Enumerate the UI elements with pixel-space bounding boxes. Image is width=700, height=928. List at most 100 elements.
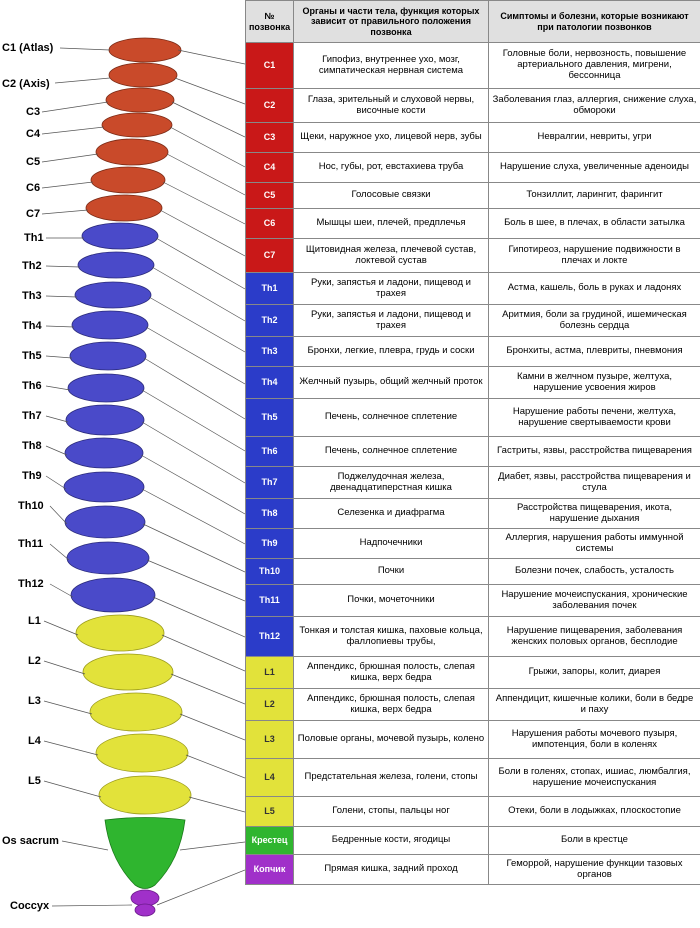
spine-label: Coccyx (10, 900, 49, 912)
table-row: C7Щитовидная железа, плечевой сустав, ло… (246, 239, 700, 273)
vertebra-id: C2 (246, 89, 294, 123)
table-row: Th10ПочкиБолезни почек, слабость, устало… (246, 559, 700, 585)
organ-cell: Предстательная железа, голени, стопы (294, 759, 489, 797)
organ-cell: Поджелудочная железа, двенадцатиперстная… (294, 467, 489, 499)
spine-label: Th5 (22, 350, 42, 362)
table-row: Th6Печень, солнечное сплетениеГастриты, … (246, 437, 700, 467)
symptom-cell: Гипотиреоз, нарушение подвижности в плеч… (489, 239, 700, 273)
symptom-cell: Нарушение работы печени, желтуха, наруше… (489, 399, 700, 437)
spine-label: C2 (Axis) (2, 78, 50, 90)
symptom-cell: Боли в крестце (489, 827, 700, 855)
organ-cell: Щитовидная железа, плечевой сустав, локт… (294, 239, 489, 273)
symptom-cell: Тонзиллит, ларингит, фарингит (489, 183, 700, 209)
table-row: L3Половые органы, мочевой пузырь, колено… (246, 721, 700, 759)
symptom-cell: Болезни почек, слабость, усталость (489, 559, 700, 585)
table-row: C2Глаза, зрительный и слуховой нервы, ви… (246, 89, 700, 123)
vertebra-id: L2 (246, 689, 294, 721)
symptom-cell: Головные боли, нервозность, повышение ар… (489, 43, 700, 89)
organ-cell: Аппендикс, брюшная полость, слепая кишка… (294, 689, 489, 721)
table-row: Th5Печень, солнечное сплетениеНарушение … (246, 399, 700, 437)
vertebra-id: C3 (246, 123, 294, 153)
symptom-cell: Расстройства пищеварения, икота, нарушен… (489, 499, 700, 529)
vertebrae-table: № позвонка Органы и части тела, функция … (245, 0, 700, 885)
vertebra-id: L1 (246, 657, 294, 689)
symptom-cell: Отеки, боли в лодыжках, плоскостопие (489, 797, 700, 827)
table-row: Th7Поджелудочная железа, двенадцатиперст… (246, 467, 700, 499)
symptom-cell: Боль в шее, в плечах, в области затылка (489, 209, 700, 239)
spine-label: Os sacrum (2, 835, 59, 847)
spine-label: Th10 (18, 500, 44, 512)
spine-label: Th12 (18, 578, 44, 590)
symptom-cell: Боли в голенях, стопах, ишиас, люмбалгия… (489, 759, 700, 797)
symptom-cell: Геморрой, нарушение функции тазовых орга… (489, 855, 700, 885)
vertebra-id: Th7 (246, 467, 294, 499)
table-row: L1Аппендикс, брюшная полость, слепая киш… (246, 657, 700, 689)
table-row: Th1Руки, запястья и ладони, пищевод и тр… (246, 273, 700, 305)
table-row: C5Голосовые связкиТонзиллит, ларингит, ф… (246, 183, 700, 209)
table-header-row: № позвонка Органы и части тела, функция … (246, 1, 700, 43)
vertebra-id: Th2 (246, 305, 294, 337)
vertebra-id: Th9 (246, 529, 294, 559)
spine-label: L5 (28, 775, 41, 787)
spine-label: Th2 (22, 260, 42, 272)
organ-cell: Гипофиз, внутреннее ухо, мозг, симпатиче… (294, 43, 489, 89)
symptom-cell: Аллергия, нарушения работы иммунной сист… (489, 529, 700, 559)
symptom-cell: Нарушение слуха, увеличенные аденоиды (489, 153, 700, 183)
organ-cell: Бедренные кости, ягодицы (294, 827, 489, 855)
spine-label: Th7 (22, 410, 42, 422)
vertebra-id: Th1 (246, 273, 294, 305)
spine-label: Th9 (22, 470, 42, 482)
organ-cell: Желчный пузырь, общий желчный проток (294, 367, 489, 399)
organ-cell: Надпочечники (294, 529, 489, 559)
table-row: L2Аппендикс, брюшная полость, слепая киш… (246, 689, 700, 721)
spine-label: C6 (26, 182, 40, 194)
table-row: Th9НадпочечникиАллергия, нарушения работ… (246, 529, 700, 559)
symptom-cell: Астма, кашель, боль в руках и ладонях (489, 273, 700, 305)
table-row: C3Щеки, наружное ухо, лицевой нерв, зубы… (246, 123, 700, 153)
header-symptom: Симптомы и болезни, которые возникают пр… (489, 1, 700, 43)
organ-cell: Селезенка и диафрагма (294, 499, 489, 529)
organ-cell: Щеки, наружное ухо, лицевой нерв, зубы (294, 123, 489, 153)
spine-label: L1 (28, 615, 41, 627)
vertebra-id: L3 (246, 721, 294, 759)
header-organ: Органы и части тела, функция которых зав… (294, 1, 489, 43)
organ-cell: Аппендикс, брюшная полость, слепая кишка… (294, 657, 489, 689)
vertebra-id: Th3 (246, 337, 294, 367)
header-id: № позвонка (246, 1, 294, 43)
vertebra-id: Th5 (246, 399, 294, 437)
organ-cell: Руки, запястья и ладони, пищевод и трахе… (294, 305, 489, 337)
table-row: Th2Руки, запястья и ладони, пищевод и тр… (246, 305, 700, 337)
symptom-cell: Нарушение пищеварения, заболевания женск… (489, 617, 700, 657)
organ-cell: Мышцы шеи, плечей, предплечья (294, 209, 489, 239)
spine-label: C1 (Atlas) (2, 42, 53, 54)
organ-cell: Руки, запястья и ладони, пищевод и трахе… (294, 273, 489, 305)
symptom-cell: Диабет, язвы, расстройства пищеварения и… (489, 467, 700, 499)
organ-cell: Нос, губы, рот, евстахиева труба (294, 153, 489, 183)
vertebra-id: C4 (246, 153, 294, 183)
vertebra-id: C1 (246, 43, 294, 89)
table-row: Th8Селезенка и диафрагмаРасстройства пищ… (246, 499, 700, 529)
organ-cell: Голосовые связки (294, 183, 489, 209)
symptom-cell: Бронхиты, астма, плевриты, пневмония (489, 337, 700, 367)
symptom-cell: Заболевания глаз, аллергия, снижение слу… (489, 89, 700, 123)
vertebra-id: Th8 (246, 499, 294, 529)
table-row: L4Предстательная железа, голени, стопыБо… (246, 759, 700, 797)
spine-label: Th1 (24, 232, 44, 244)
spine-label: C7 (26, 208, 40, 220)
vertebra-id: C5 (246, 183, 294, 209)
symptom-cell: Аппендицит, кишечные колики, боли в бедр… (489, 689, 700, 721)
symptom-cell: Гастриты, язвы, расстройства пищеварения (489, 437, 700, 467)
organ-cell: Бронхи, легкие, плевра, грудь и соски (294, 337, 489, 367)
main-container: C1 (Atlas)C2 (Axis)C3C4C5C6C7Th1Th2Th3Th… (0, 0, 700, 928)
organ-cell: Глаза, зрительный и слуховой нервы, висо… (294, 89, 489, 123)
vertebra-id: Копчик (246, 855, 294, 885)
vertebra-id: Th10 (246, 559, 294, 585)
table-row: C1Гипофиз, внутреннее ухо, мозг, симпати… (246, 43, 700, 89)
table-row: L5Голени, стопы, пальцы ногОтеки, боли в… (246, 797, 700, 827)
spine-label: L3 (28, 695, 41, 707)
spine-label: C4 (26, 128, 40, 140)
organ-cell: Почки, мочеточники (294, 585, 489, 617)
organ-cell: Прямая кишка, задний проход (294, 855, 489, 885)
symptom-cell: Аритмия, боли за грудиной, ишемическая б… (489, 305, 700, 337)
vertebra-id: Th6 (246, 437, 294, 467)
